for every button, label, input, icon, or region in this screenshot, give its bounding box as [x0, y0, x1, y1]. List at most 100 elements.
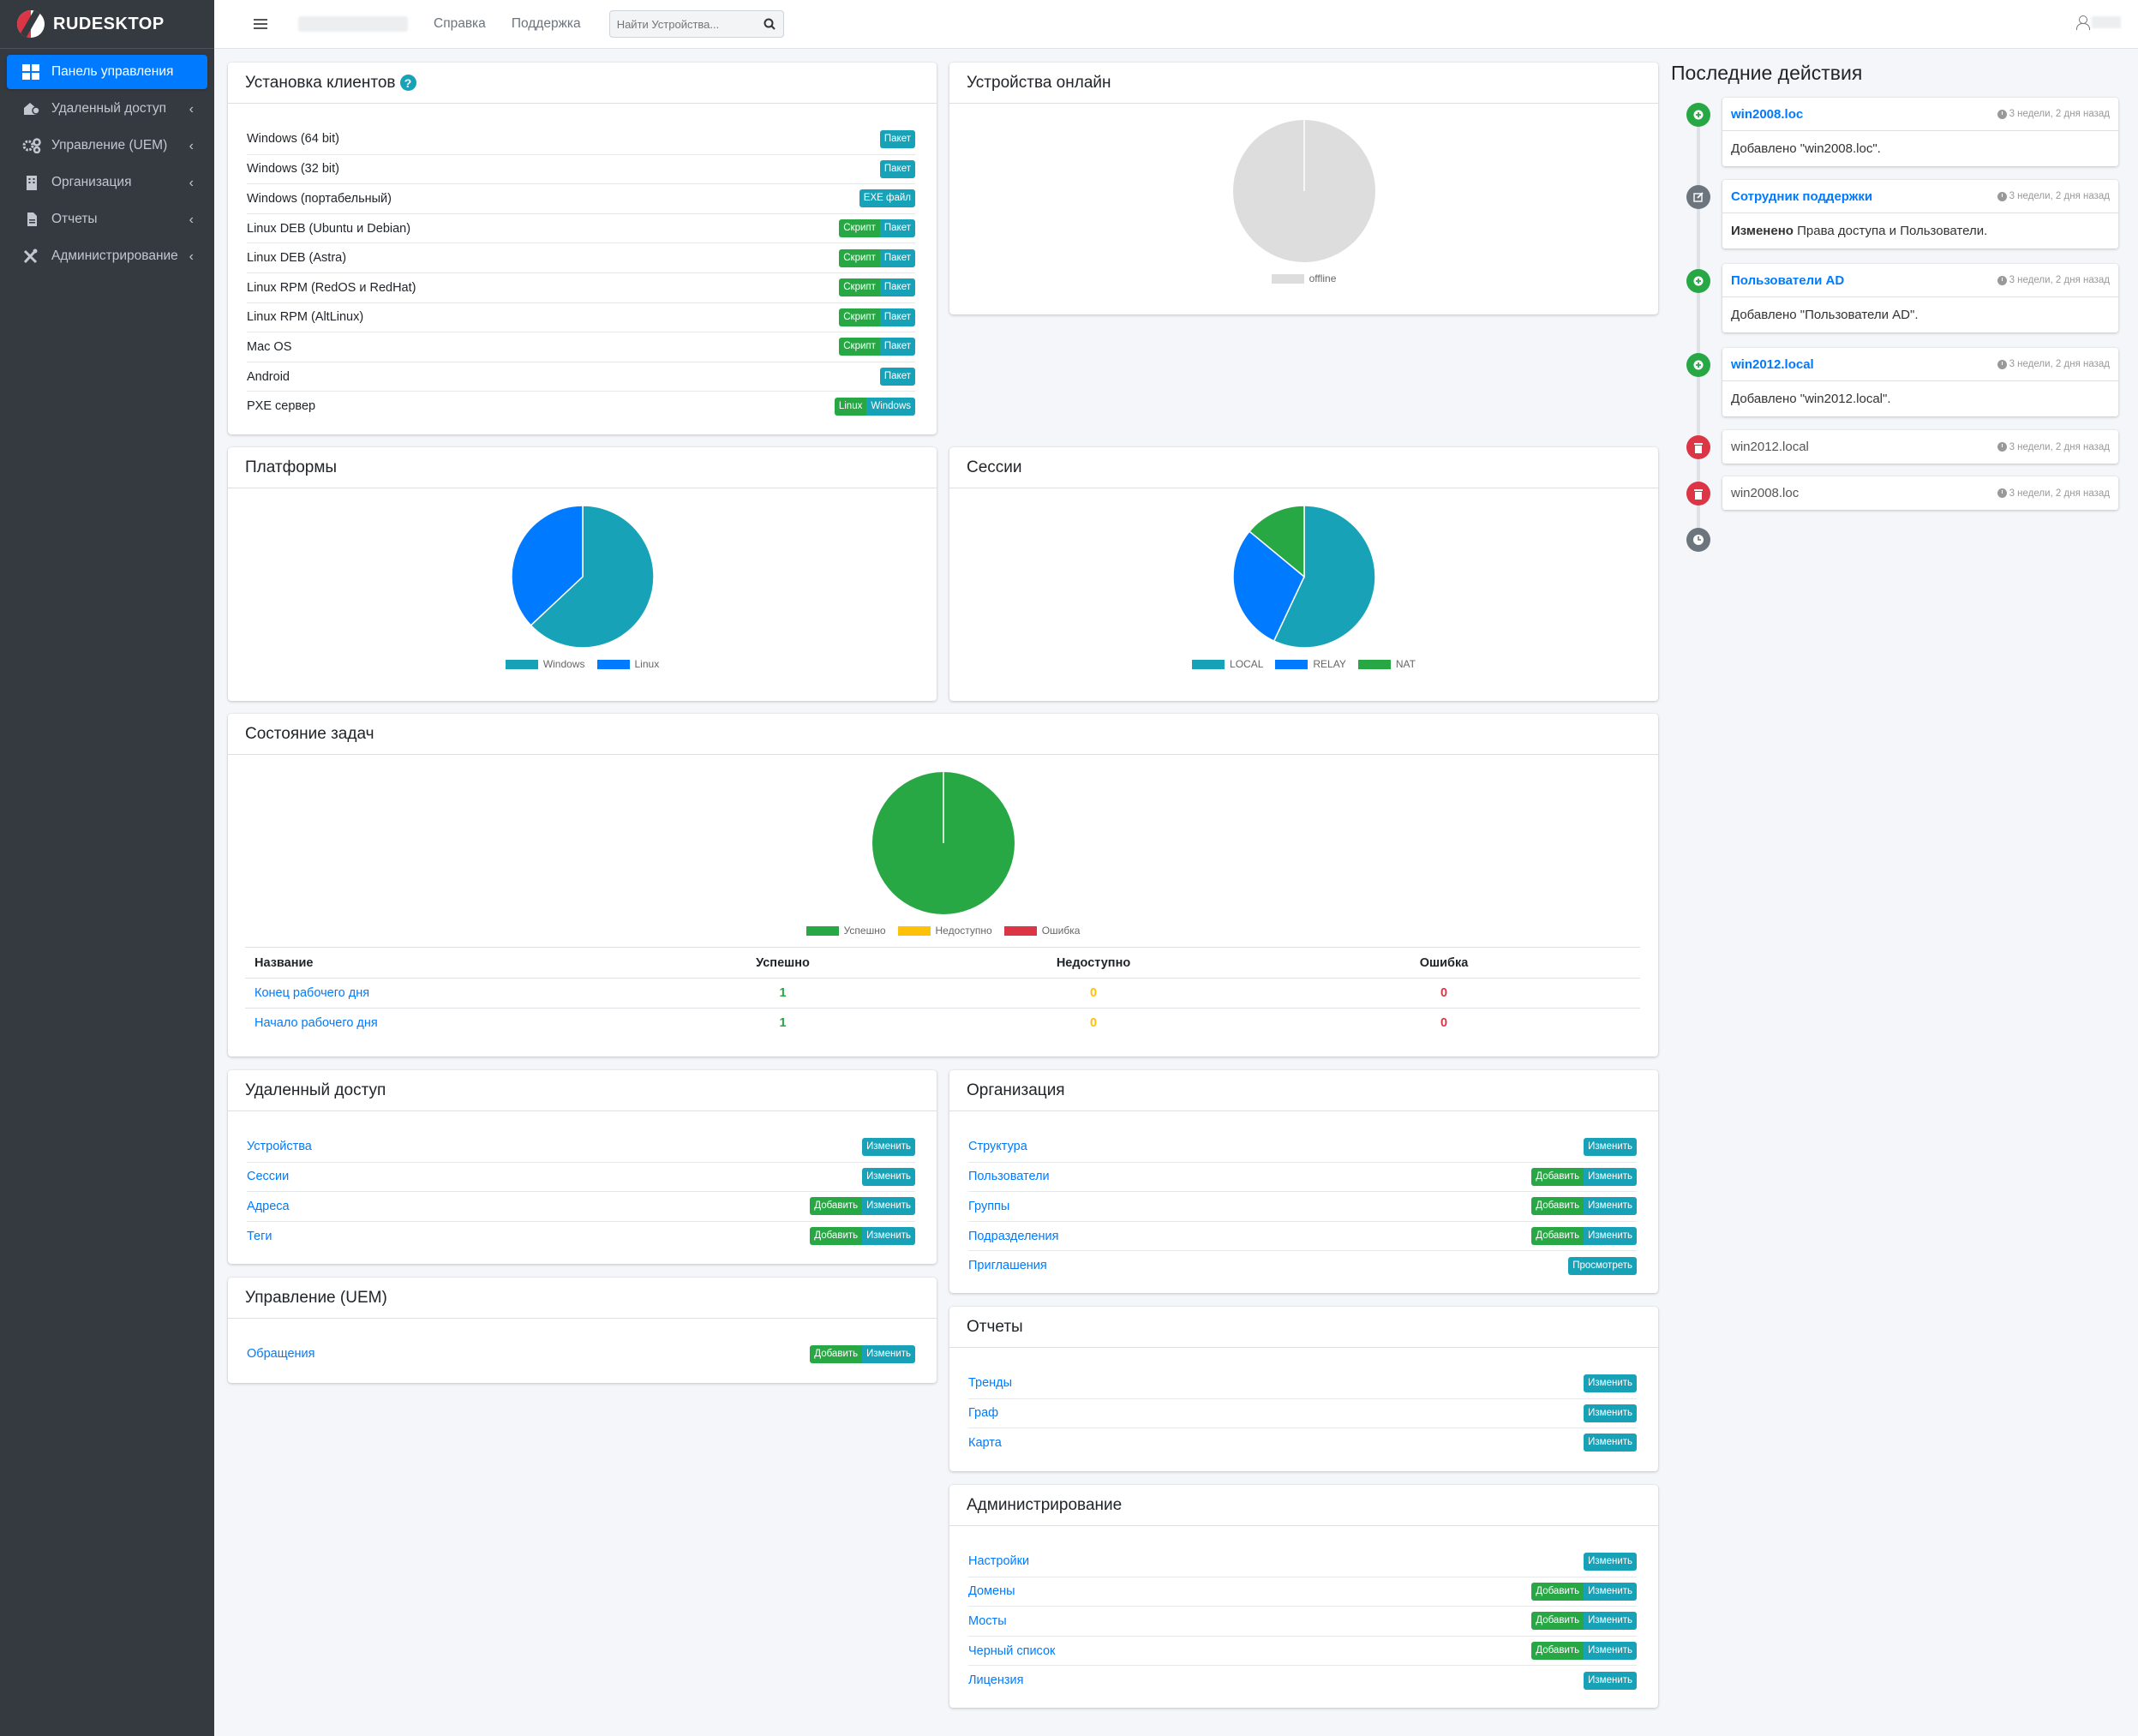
- blurred-top-link[interactable]: [298, 16, 408, 32]
- edit-button[interactable]: Изменить: [1584, 1227, 1637, 1246]
- task-link[interactable]: Конец рабочего дня: [255, 985, 370, 1000]
- download-button[interactable]: Пакет: [879, 278, 915, 297]
- help-link[interactable]: Справка: [434, 16, 486, 31]
- item-link[interactable]: Группы: [968, 1199, 1010, 1213]
- legend-item[interactable]: Недоступно: [897, 925, 992, 937]
- edit-button[interactable]: Изменить: [862, 1137, 915, 1156]
- edit-button[interactable]: Изменить: [862, 1344, 915, 1363]
- user-menu[interactable]: [2076, 15, 2121, 30]
- item-link[interactable]: Лицензия: [968, 1673, 1024, 1688]
- download-button[interactable]: Пакет: [879, 338, 915, 356]
- sidebar-item-organization[interactable]: Организация ‹: [7, 165, 207, 200]
- view-button[interactable]: Просмотреть: [1568, 1256, 1637, 1275]
- edit-button[interactable]: Изменить: [1584, 1374, 1637, 1392]
- edit-button[interactable]: Изменить: [1584, 1612, 1637, 1631]
- add-button[interactable]: Добавить: [1531, 1642, 1584, 1661]
- legend-item[interactable]: NAT: [1357, 658, 1416, 670]
- edit-button[interactable]: Изменить: [862, 1227, 915, 1246]
- item-link[interactable]: Структура: [968, 1140, 1027, 1154]
- item-link[interactable]: Черный список: [968, 1643, 1056, 1658]
- download-button[interactable]: Скрипт: [839, 338, 880, 356]
- legend-item[interactable]: LOCAL: [1192, 658, 1263, 670]
- pie-slice-linux[interactable]: [510, 505, 584, 626]
- item-link[interactable]: Адреса: [247, 1199, 290, 1213]
- sidebar-item-remote-access[interactable]: Удаленный доступ ‹: [7, 92, 207, 126]
- legend-item[interactable]: offline: [1271, 272, 1336, 284]
- support-link[interactable]: Поддержка: [511, 16, 581, 31]
- item-link[interactable]: Пользователи: [968, 1170, 1050, 1184]
- search-button[interactable]: [756, 11, 783, 37]
- sidebar-item-reports[interactable]: Отчеты ‹: [7, 202, 207, 236]
- legend-item[interactable]: Windows: [505, 658, 585, 670]
- edit-button[interactable]: Изменить: [1584, 1671, 1637, 1690]
- add-button[interactable]: Добавить: [810, 1344, 863, 1363]
- item-link[interactable]: Подразделения: [968, 1229, 1059, 1243]
- item-link[interactable]: Домены: [968, 1584, 1015, 1599]
- add-button[interactable]: Добавить: [1531, 1582, 1584, 1601]
- item-link[interactable]: Граф: [968, 1406, 999, 1421]
- add-button[interactable]: Добавить: [1531, 1227, 1584, 1246]
- item-link[interactable]: Настройки: [968, 1554, 1030, 1569]
- item-link[interactable]: Теги: [247, 1229, 272, 1243]
- edit-button[interactable]: Изменить: [1584, 1167, 1637, 1186]
- menu-toggle-icon[interactable]: [254, 19, 267, 29]
- question-circle-icon[interactable]: ?: [399, 75, 416, 91]
- add-button[interactable]: Добавить: [810, 1197, 863, 1216]
- edit-button[interactable]: Изменить: [1584, 1642, 1637, 1661]
- sidebar-item-administration[interactable]: Администрирование ‹: [7, 239, 207, 273]
- edit-button[interactable]: Изменить: [1584, 1582, 1637, 1601]
- download-button[interactable]: Linux: [834, 397, 867, 416]
- edit-button[interactable]: Изменить: [862, 1197, 915, 1216]
- add-button[interactable]: Добавить: [1531, 1612, 1584, 1631]
- item-link[interactable]: Сессии: [247, 1170, 290, 1184]
- item-link[interactable]: Тренды: [968, 1376, 1013, 1391]
- download-button[interactable]: Пакет: [879, 308, 915, 326]
- legend-item[interactable]: Успешно: [805, 925, 886, 937]
- download-button[interactable]: Пакет: [879, 368, 915, 386]
- download-button[interactable]: Скрипт: [839, 308, 880, 326]
- sidebar-item-dashboard[interactable]: Панель управления: [7, 55, 207, 89]
- activity-title-link[interactable]: win2008.loc: [1731, 106, 1804, 122]
- clock-icon: [1997, 442, 2007, 452]
- legend-item[interactable]: Linux: [596, 658, 659, 670]
- edit-button[interactable]: Изменить: [862, 1167, 915, 1186]
- download-button[interactable]: Windows: [866, 397, 915, 416]
- pie-slice-local[interactable]: [1273, 505, 1376, 649]
- activity-title-link[interactable]: Пользователи AD: [1731, 272, 1845, 288]
- download-button[interactable]: Пакет: [879, 219, 915, 238]
- add-button[interactable]: Добавить: [1531, 1167, 1584, 1186]
- item-link[interactable]: Устройства: [247, 1140, 312, 1154]
- download-button[interactable]: Пакет: [879, 159, 915, 178]
- download-button[interactable]: Скрипт: [839, 278, 880, 297]
- edit-button[interactable]: Изменить: [1584, 1552, 1637, 1571]
- search-input[interactable]: [609, 11, 756, 37]
- sidebar-item-uem[interactable]: Управление (UEM) ‹: [7, 129, 207, 163]
- item-link[interactable]: Мосты: [968, 1613, 1007, 1628]
- task-link[interactable]: Начало рабочего дня: [255, 1015, 378, 1030]
- platforms-card: Платформы Windows Linux: [228, 447, 937, 701]
- download-button[interactable]: Скрипт: [839, 248, 880, 267]
- legend-swatch: [805, 925, 839, 936]
- legend-item[interactable]: Ошибка: [1003, 925, 1080, 937]
- activity-title-link[interactable]: Сотрудник поддержки: [1731, 189, 1873, 204]
- pie-slice-windows[interactable]: [529, 505, 655, 649]
- add-button[interactable]: Добавить: [1531, 1197, 1584, 1216]
- pie-slice-nat[interactable]: [1248, 505, 1305, 578]
- edit-button[interactable]: Изменить: [1584, 1197, 1637, 1216]
- download-button[interactable]: Пакет: [879, 248, 915, 267]
- item-link[interactable]: Приглашения: [968, 1259, 1047, 1273]
- item-link[interactable]: Обращения: [247, 1347, 315, 1362]
- download-button[interactable]: EXE файл: [859, 189, 915, 208]
- edit-button[interactable]: Изменить: [1584, 1137, 1637, 1156]
- pie-slice-relay[interactable]: [1231, 530, 1305, 643]
- edit-button[interactable]: Изменить: [1584, 1434, 1637, 1452]
- legend-item[interactable]: RELAY: [1275, 658, 1346, 670]
- item-link[interactable]: Карта: [968, 1435, 1002, 1450]
- activity-title-link[interactable]: win2012.local: [1731, 356, 1814, 372]
- sidebar-item-label: Организация: [51, 175, 132, 189]
- brand-logo[interactable]: RUDESKTOP: [0, 0, 214, 49]
- add-button[interactable]: Добавить: [810, 1227, 863, 1246]
- edit-button[interactable]: Изменить: [1584, 1404, 1637, 1422]
- download-button[interactable]: Скрипт: [839, 219, 880, 238]
- download-button[interactable]: Пакет: [879, 129, 915, 148]
